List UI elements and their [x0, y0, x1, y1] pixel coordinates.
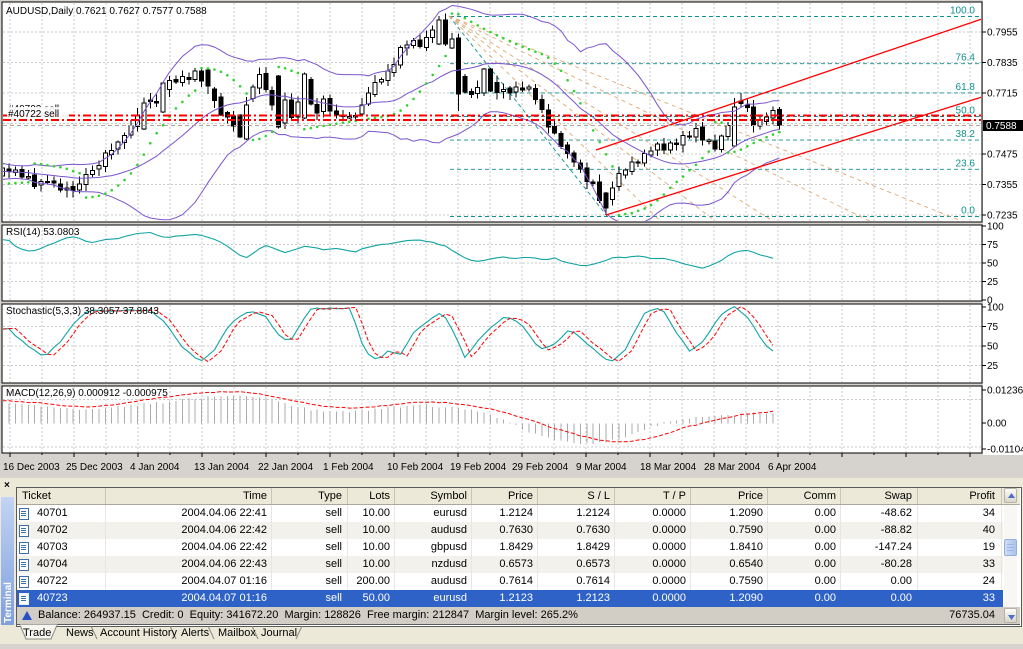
- svg-text:13 Jan 2004: 13 Jan 2004: [194, 462, 249, 473]
- svg-text:-0.01104: -0.01104: [987, 445, 1023, 456]
- svg-text:AUDUSD,Daily 0.7621 0.7627 0.: AUDUSD,Daily 0.7621 0.7627 0.7577 0.7588: [6, 6, 207, 17]
- svg-text:0.00: 0.00: [987, 419, 1007, 430]
- svg-text:16 Dec 2003: 16 Dec 2003: [3, 462, 60, 473]
- svg-text:0: 0: [987, 296, 993, 307]
- svg-text:38.2: 38.2: [956, 129, 976, 140]
- svg-text:29 Feb 2004: 29 Feb 2004: [512, 462, 569, 473]
- svg-text:Terminal: Terminal: [3, 582, 14, 623]
- svg-text:25 Dec 2003: 25 Dec 2003: [66, 462, 123, 473]
- svg-text:Stochastic(5,3,3) 38.3057 37: Stochastic(5,3,3) 38.3057 37.8843: [6, 306, 159, 317]
- svg-text:28 Mar 2004: 28 Mar 2004: [704, 462, 761, 473]
- svg-text:0.7355: 0.7355: [987, 180, 1018, 191]
- svg-text:75: 75: [987, 240, 999, 251]
- svg-text:22 Jan 2004: 22 Jan 2004: [258, 462, 313, 473]
- svg-text:25: 25: [987, 277, 999, 288]
- svg-text:25: 25: [987, 361, 999, 372]
- svg-text:100: 100: [987, 303, 1004, 314]
- svg-text:100.0: 100.0: [950, 6, 975, 17]
- svg-text:0.7588: 0.7588: [986, 121, 1017, 132]
- svg-text:10 Feb 2004: 10 Feb 2004: [387, 462, 444, 473]
- svg-text:0.7475: 0.7475: [987, 150, 1018, 161]
- svg-text:0.7835: 0.7835: [987, 58, 1018, 69]
- svg-text:0.7715: 0.7715: [987, 89, 1018, 100]
- svg-text:#40722 sell: #40722 sell: [8, 109, 59, 120]
- svg-text:0.0: 0.0: [961, 206, 975, 217]
- svg-text:1 Feb 2004: 1 Feb 2004: [323, 462, 374, 473]
- svg-text:9 Mar 2004: 9 Mar 2004: [576, 462, 627, 473]
- svg-text:0.01236: 0.01236: [987, 386, 1023, 397]
- svg-text:RSI(14) 53.0803: RSI(14) 53.0803: [6, 227, 80, 238]
- svg-text:23.6: 23.6: [956, 158, 976, 169]
- svg-text:100: 100: [987, 222, 1004, 233]
- svg-text:0.7955: 0.7955: [987, 28, 1018, 39]
- svg-text:50: 50: [987, 259, 999, 270]
- svg-text:4 Jan 2004: 4 Jan 2004: [130, 462, 180, 473]
- svg-text:0.7235: 0.7235: [987, 211, 1018, 222]
- svg-text:50: 50: [987, 342, 999, 353]
- svg-text:75: 75: [987, 322, 999, 333]
- svg-text:6 Apr 2004: 6 Apr 2004: [768, 462, 817, 473]
- svg-text:76.4: 76.4: [956, 53, 976, 64]
- svg-text:19 Feb 2004: 19 Feb 2004: [450, 462, 507, 473]
- svg-text:61.8: 61.8: [956, 82, 976, 93]
- svg-text:18 Mar 2004: 18 Mar 2004: [640, 462, 697, 473]
- svg-text:50.0: 50.0: [956, 106, 976, 117]
- svg-text:MACD(12,26,9) 0.000912 -0.000: MACD(12,26,9) 0.000912 -0.000975: [6, 388, 168, 399]
